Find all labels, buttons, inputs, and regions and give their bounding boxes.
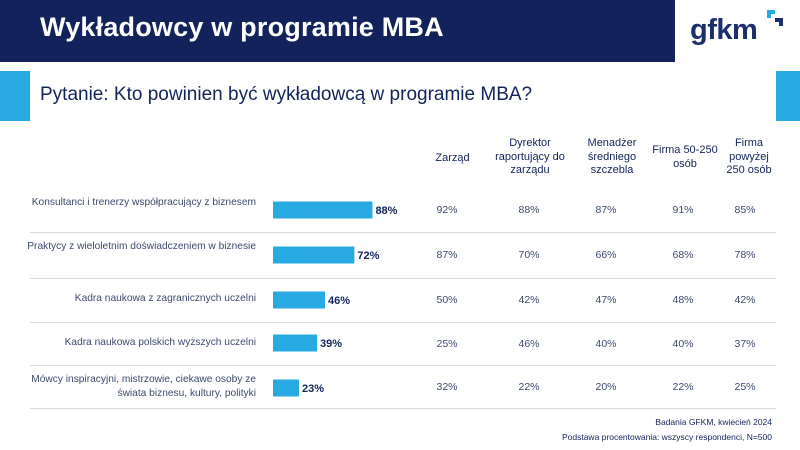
bar-1 — [273, 201, 373, 219]
cell-r4-firma-50-250: 40% — [672, 338, 694, 350]
bar-3 — [273, 291, 325, 309]
bar-4 — [273, 334, 318, 352]
cell-r3-dyrektor: 42% — [518, 294, 540, 306]
col-header-dyrektor: Dyrektor raportujący do zarządu — [495, 137, 565, 176]
row-label-mowcy: Mówcy inspiracyjni, mistrzowie, ciekawe … — [31, 374, 256, 399]
cell-r2-dyrektor: 70% — [518, 249, 540, 261]
header-dark-band — [0, 0, 675, 62]
col-header-menadzer: Menadżer średniego szczebla — [587, 137, 637, 176]
row-separator — [30, 365, 776, 366]
cell-r3-firma-50-250: 48% — [672, 294, 694, 306]
header-bar: Wykładowcy w programie MBA gfkm — [0, 0, 800, 62]
cell-r2-menadzer: 66% — [595, 249, 617, 261]
cell-r4-firma-250: 37% — [734, 338, 756, 350]
page-title: Wykładowcy w programie MBA — [40, 12, 444, 42]
footer-source: Badania GFKM, kwiecień 2024 — [655, 417, 772, 427]
col-header-firma-250: Firma powyżej 250 osób — [726, 137, 772, 176]
cell-r3-firma-250: 42% — [734, 294, 756, 306]
row-label-konsultanci: Konsultanci i trenerzy współpracujący z … — [31, 197, 256, 208]
bar-value-label: 23% — [302, 383, 324, 395]
cell-r5-firma-250: 25% — [734, 381, 756, 393]
cell-r3-zarzad: 50% — [436, 294, 458, 306]
row-label-kadra-zagraniczna: Kadra naukowa z zagranicznych uczelni — [74, 293, 256, 304]
bar-value-label: 39% — [320, 338, 342, 350]
cell-r1-menadzer: 87% — [595, 204, 617, 216]
row-label-praktycy: Praktycy z wieloletnim doświadczeniem w … — [27, 241, 256, 252]
cell-r1-dyrektor: 88% — [518, 204, 540, 216]
cell-r5-firma-50-250: 22% — [672, 381, 694, 393]
question-box — [30, 71, 776, 121]
cell-r4-dyrektor: 46% — [518, 338, 540, 350]
cell-r1-firma-50-250: 91% — [672, 204, 694, 216]
cell-r1-zarzad: 92% — [436, 204, 458, 216]
row-separator — [30, 278, 776, 279]
bar-value-label: 72% — [357, 250, 379, 262]
bar-2 — [273, 246, 355, 264]
cell-r4-menadzer: 40% — [595, 338, 617, 350]
bar-value-label: 46% — [328, 295, 350, 307]
cell-r5-zarzad: 32% — [436, 381, 458, 393]
logo-mark-icon — [767, 10, 783, 26]
cell-r2-firma-250: 78% — [734, 249, 756, 261]
gfkm-logo: gfkm — [690, 6, 790, 56]
cell-r3-menadzer: 47% — [595, 294, 617, 306]
question-text: Pytanie: Kto powinien być wykładowcą w p… — [40, 84, 533, 105]
cell-r5-dyrektor: 22% — [518, 381, 540, 393]
row-separator — [30, 322, 776, 323]
cell-r2-firma-50-250: 68% — [672, 249, 694, 261]
col-header-zarzad: Zarząd — [435, 152, 470, 164]
bar-5 — [273, 379, 299, 397]
col-header-firma-50-250: Firma 50-250 osób — [652, 144, 718, 170]
footer-base: Podstawa procentowania: wszyscy responde… — [561, 432, 772, 442]
cell-r2-zarzad: 87% — [436, 249, 458, 261]
row-separator — [30, 232, 776, 233]
cell-r1-firma-250: 85% — [734, 204, 756, 216]
row-label-kadra-polska: Kadra naukowa polskich wyższych uczelni — [64, 337, 256, 348]
cell-r5-menadzer: 20% — [595, 381, 617, 393]
cell-r4-zarzad: 25% — [436, 338, 458, 350]
logo-text: gfkm — [690, 14, 758, 46]
row-separator — [30, 408, 776, 409]
bar-value-label: 88% — [375, 205, 397, 217]
